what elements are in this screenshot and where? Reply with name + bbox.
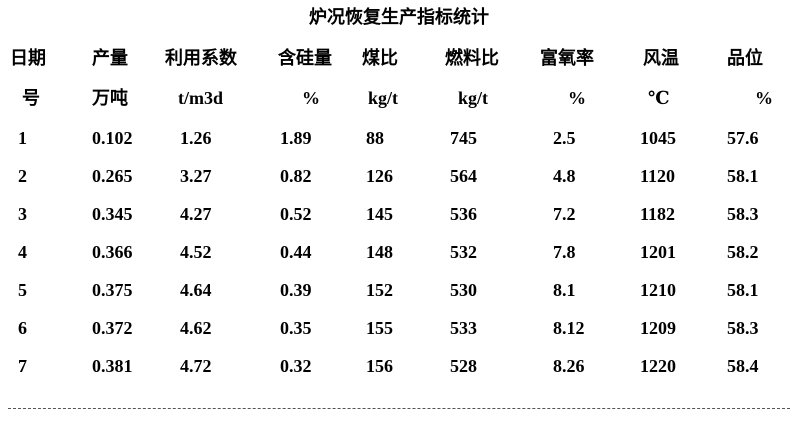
table-cell: 6: [18, 318, 27, 338]
table-cell: 0.366: [92, 242, 133, 262]
table-cell: 58.2: [727, 242, 759, 262]
header-cell: 利用系数: [165, 48, 237, 68]
table-cell: 148: [366, 242, 393, 262]
header-cell: 品位: [727, 48, 763, 68]
table-cell: 4: [18, 242, 27, 262]
table-cell: 145: [366, 204, 393, 224]
table-cell: 564: [450, 166, 477, 186]
header-cell: kg/t: [458, 88, 489, 108]
table-cell: 7.8: [553, 242, 576, 262]
header-cell: 燃料比: [445, 48, 499, 68]
table-cell: 0.39: [280, 280, 312, 300]
table-cell: 7.2: [553, 204, 576, 224]
table-cell: 58.1: [727, 280, 759, 300]
table-cell: 0.265: [92, 166, 133, 186]
table-cell: 528: [450, 356, 477, 376]
table-cell: 0.372: [92, 318, 133, 338]
table-cell: 126: [366, 166, 393, 186]
title: 炉况恢复生产指标统计: [309, 7, 489, 27]
table-cell: 2: [18, 166, 27, 186]
table-cell: 0.82: [280, 166, 312, 186]
header-cell: %: [568, 88, 586, 108]
table-cell: 152: [366, 280, 393, 300]
header-cell: 产量: [92, 48, 128, 68]
table-cell: 1201: [640, 242, 676, 262]
table-cell: 1045: [640, 128, 676, 148]
header-cell: kg/t: [368, 88, 399, 108]
dashed-rule: [8, 408, 790, 409]
table-cell: 58.4: [727, 356, 759, 376]
table-cell: 1.26: [180, 128, 212, 148]
table-cell: 3.27: [180, 166, 212, 186]
table-cell: 4.64: [180, 280, 212, 300]
table-cell: 2.5: [553, 128, 576, 148]
header-cell: t/m3d: [178, 88, 223, 108]
table-cell: 58.3: [727, 204, 759, 224]
table-cell: 4.62: [180, 318, 212, 338]
table-cell: 536: [450, 204, 477, 224]
table-cell: 0.35: [280, 318, 312, 338]
header-cell: %: [755, 88, 773, 108]
table-cell: 3: [18, 204, 27, 224]
table-cell: 1: [18, 128, 27, 148]
table-cell: 1120: [640, 166, 676, 186]
table-cell: 533: [450, 318, 477, 338]
header-cell: 万吨: [92, 88, 128, 108]
table-cell: 58.1: [727, 166, 759, 186]
table-cell: 8.26: [553, 356, 585, 376]
table-cell: 7: [18, 356, 27, 376]
table-cell: 0.345: [92, 204, 133, 224]
table-cell: 5: [18, 280, 27, 300]
table-cell: 4.27: [180, 204, 212, 224]
header-cell: 富氧率: [540, 48, 594, 68]
table-cell: 1220: [640, 356, 676, 376]
header-cell: 煤比: [362, 48, 398, 68]
table-cell: 0.102: [92, 128, 133, 148]
table-cell: 58.3: [727, 318, 759, 338]
table-cell: 745: [450, 128, 477, 148]
table-cell: 8.1: [553, 280, 576, 300]
header-cell: 风温: [643, 48, 679, 68]
table-cell: 530: [450, 280, 477, 300]
table-cell: 1210: [640, 280, 676, 300]
header-cell: ℃: [648, 88, 670, 108]
table-cell: 156: [366, 356, 393, 376]
table-cell: 4.52: [180, 242, 212, 262]
table-cell: 4.72: [180, 356, 212, 376]
table-cell: 0.381: [92, 356, 133, 376]
header-cell: 含硅量: [278, 48, 332, 68]
table-cell: 1.89: [280, 128, 312, 148]
table-cell: 0.44: [280, 242, 312, 262]
header-cell: 号: [22, 88, 40, 108]
table-cell: 532: [450, 242, 477, 262]
header-cell: %: [302, 88, 320, 108]
table-cell: 1182: [640, 204, 676, 224]
table-cell: 155: [366, 318, 393, 338]
table-cell: 4.8: [553, 166, 576, 186]
table-cell: 8.12: [553, 318, 585, 338]
header-cell: 日期: [10, 48, 46, 68]
table-cell: 0.32: [280, 356, 312, 376]
table-cell: 0.375: [92, 280, 133, 300]
table-cell: 57.6: [727, 128, 759, 148]
table-cell: 1209: [640, 318, 676, 338]
table-cell: 88: [366, 128, 384, 148]
table-cell: 0.52: [280, 204, 312, 224]
